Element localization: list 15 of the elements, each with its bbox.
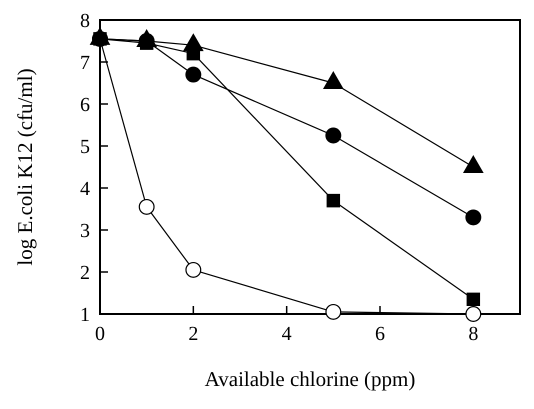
x-tick-label: 6 bbox=[375, 323, 385, 345]
y-tick-label: 2 bbox=[80, 262, 90, 284]
y-tick-label: 7 bbox=[80, 52, 90, 74]
y-tick-label: 3 bbox=[80, 220, 90, 242]
x-axis-title: Available chlorine (ppm) bbox=[204, 367, 416, 391]
y-tick-label: 5 bbox=[80, 136, 90, 158]
x-tick-label: 8 bbox=[468, 323, 478, 345]
y-axis-title: log E.coli K12 (cfu/ml) bbox=[13, 68, 37, 266]
x-tick-label: 0 bbox=[95, 323, 105, 345]
y-tick-label: 1 bbox=[80, 304, 90, 326]
x-tick-label: 2 bbox=[188, 323, 198, 345]
y-tick-label: 6 bbox=[80, 94, 90, 116]
x-tick-label: 4 bbox=[282, 323, 292, 345]
y-tick-label: 8 bbox=[80, 10, 90, 32]
y-tick-label: 4 bbox=[80, 178, 90, 200]
